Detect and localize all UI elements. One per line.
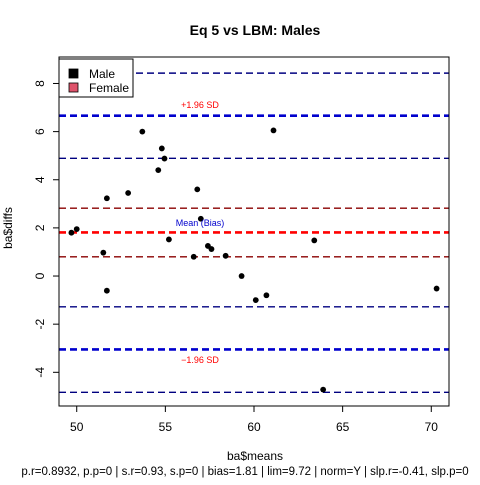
data-point bbox=[158, 145, 165, 152]
data-point bbox=[238, 273, 245, 279]
mean-bias-label: Mean (Bias) bbox=[176, 218, 225, 228]
data-point bbox=[208, 246, 215, 252]
y-tick-label: -2 bbox=[33, 319, 47, 330]
data-point bbox=[263, 292, 270, 299]
data-point bbox=[103, 287, 110, 294]
y-axis-label: ba$diffs bbox=[1, 207, 15, 249]
data-point bbox=[155, 167, 162, 174]
stats-subtitle: p.r=0.8932, p.p=0 | s.r=0.93, s.p=0 | bi… bbox=[21, 466, 468, 478]
chart-title: Eq 5 vs LBM: Males bbox=[190, 22, 321, 38]
legend-swatch-female bbox=[68, 82, 79, 93]
data-point bbox=[190, 253, 197, 260]
legend-label-female: Female bbox=[89, 81, 129, 95]
y-tick-label: 2 bbox=[33, 224, 47, 231]
data-point bbox=[68, 229, 75, 236]
data-point bbox=[194, 186, 201, 193]
data-point bbox=[100, 249, 107, 256]
legend-swatch-male bbox=[68, 68, 79, 79]
y-tick-label: 6 bbox=[33, 128, 47, 135]
data-points bbox=[68, 127, 440, 393]
y-tick-label: 8 bbox=[33, 80, 47, 87]
legend: Male Female bbox=[58, 58, 134, 98]
data-point bbox=[222, 252, 229, 259]
data-point bbox=[311, 237, 318, 244]
lower-sd-label: −1.96 SD bbox=[181, 355, 219, 365]
data-point bbox=[166, 236, 172, 243]
data-point bbox=[125, 190, 132, 196]
reference-lines bbox=[59, 72, 449, 393]
x-tick-label: 70 bbox=[425, 420, 439, 434]
y-tick-label: 0 bbox=[33, 272, 47, 279]
data-point bbox=[197, 215, 204, 222]
data-point bbox=[320, 386, 327, 393]
data-point bbox=[139, 128, 146, 135]
data-point bbox=[252, 297, 259, 303]
x-axis-label: ba$means bbox=[227, 449, 283, 463]
plot-frame bbox=[58, 56, 450, 407]
x-tick-label: 60 bbox=[247, 420, 261, 434]
y-tick-label: 4 bbox=[33, 176, 47, 183]
data-point bbox=[161, 155, 168, 162]
x-tick-label: 50 bbox=[70, 420, 84, 434]
legend-label-male: Male bbox=[89, 67, 115, 81]
data-point bbox=[270, 127, 277, 134]
annotations: +1.96 SD Mean (Bias) −1.96 SD bbox=[176, 100, 225, 365]
y-tick-label: -4 bbox=[33, 367, 47, 378]
upper-sd-label: +1.96 SD bbox=[181, 100, 219, 110]
x-tick-label: 65 bbox=[336, 420, 350, 434]
data-point bbox=[433, 285, 440, 292]
x-tick-label: 55 bbox=[159, 420, 173, 434]
data-point bbox=[103, 195, 110, 202]
data-point bbox=[73, 226, 80, 232]
